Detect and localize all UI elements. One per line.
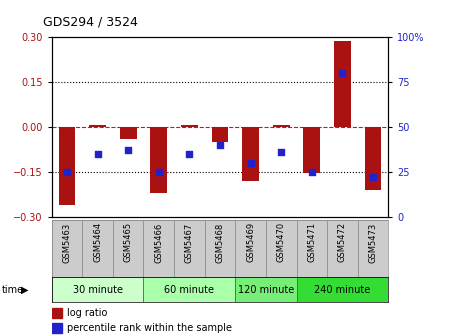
Bar — [58, 127, 75, 205]
Text: GSM5468: GSM5468 — [216, 222, 224, 263]
Text: log ratio: log ratio — [67, 308, 108, 318]
Bar — [174, 220, 205, 277]
Text: GDS294 / 3524: GDS294 / 3524 — [43, 15, 137, 29]
Bar — [327, 220, 358, 277]
Bar — [365, 127, 382, 190]
Bar — [144, 220, 174, 277]
Text: time: time — [2, 285, 24, 295]
Bar — [358, 220, 388, 277]
Bar — [52, 277, 144, 302]
Bar — [52, 323, 62, 333]
Text: 240 minute: 240 minute — [314, 285, 370, 295]
Point — [186, 151, 193, 157]
Point — [155, 169, 163, 174]
Text: GSM5464: GSM5464 — [93, 222, 102, 262]
Text: 60 minute: 60 minute — [164, 285, 214, 295]
Bar — [296, 277, 388, 302]
Point — [339, 70, 346, 76]
Bar — [273, 125, 290, 127]
Bar — [150, 127, 167, 193]
Bar — [144, 277, 235, 302]
Bar — [120, 127, 136, 139]
Bar — [235, 220, 266, 277]
Text: GSM5466: GSM5466 — [154, 222, 163, 263]
Point — [124, 148, 132, 153]
Bar — [52, 220, 82, 277]
Text: GSM5463: GSM5463 — [62, 222, 71, 263]
Point — [277, 149, 285, 155]
Point — [216, 142, 224, 148]
Bar — [205, 220, 235, 277]
Text: GSM5473: GSM5473 — [369, 222, 378, 263]
Bar — [304, 127, 320, 173]
Bar — [296, 220, 327, 277]
Point — [247, 160, 254, 165]
Text: 30 minute: 30 minute — [73, 285, 123, 295]
Bar — [89, 125, 106, 127]
Point — [308, 169, 316, 174]
Bar — [82, 220, 113, 277]
Text: 120 minute: 120 minute — [238, 285, 294, 295]
Bar — [266, 220, 296, 277]
Point — [370, 174, 377, 180]
Text: GSM5472: GSM5472 — [338, 222, 347, 262]
Text: GSM5465: GSM5465 — [123, 222, 132, 262]
Text: GSM5469: GSM5469 — [246, 222, 255, 262]
Text: GSM5471: GSM5471 — [308, 222, 317, 262]
Bar — [181, 125, 198, 127]
Text: percentile rank within the sample: percentile rank within the sample — [67, 323, 233, 333]
Point — [63, 169, 70, 174]
Bar — [52, 308, 62, 318]
Point — [94, 151, 101, 157]
Bar — [242, 127, 259, 181]
Text: GSM5470: GSM5470 — [277, 222, 286, 262]
Text: GSM5467: GSM5467 — [185, 222, 194, 263]
Bar — [113, 220, 144, 277]
Text: ▶: ▶ — [21, 285, 28, 295]
Bar — [235, 277, 296, 302]
Bar — [334, 41, 351, 127]
Bar — [211, 127, 229, 142]
